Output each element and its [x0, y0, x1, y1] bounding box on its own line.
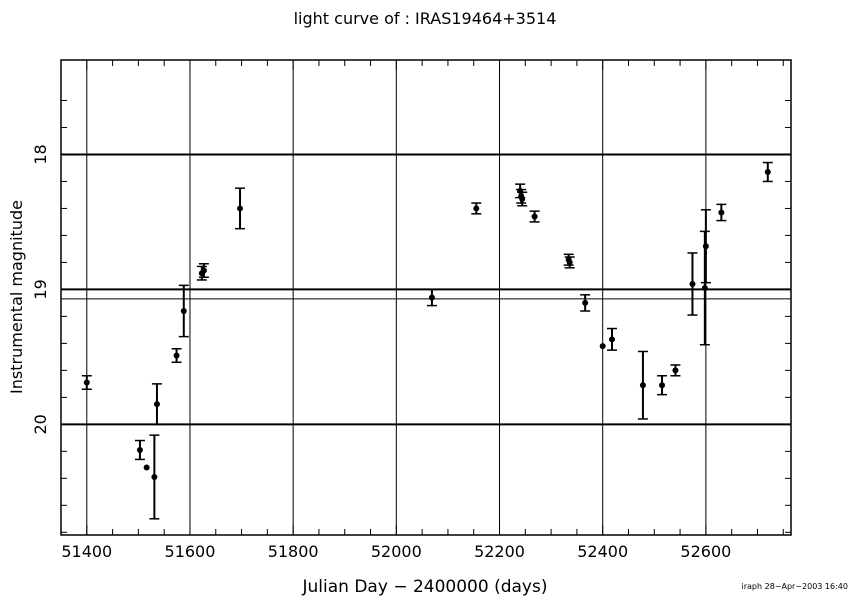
data-point [672, 367, 679, 374]
plot-frame [60, 59, 792, 536]
y-tick-label: 18 [31, 144, 50, 164]
data-point [531, 213, 538, 220]
marks-layer [81, 161, 773, 520]
grid-layer [61, 60, 791, 535]
data-point [153, 401, 160, 408]
data-point [136, 446, 143, 453]
data-point [764, 169, 771, 176]
data-point [566, 259, 573, 266]
chart-title: light curve of : IRAS19464+3514 [294, 9, 557, 28]
data-point [143, 464, 150, 471]
ticks-layer: 51400 51600 51800 52000 52200 52400 52600 18 19 2… [31, 60, 791, 561]
data-point [473, 205, 480, 212]
footer-note: iraph 28−Apr−2003 16:40 [742, 582, 849, 591]
y-tick-label: 19 [31, 279, 50, 299]
data-point [701, 285, 708, 292]
data-point [718, 209, 725, 216]
data-point [180, 307, 187, 314]
y-tick-label: 20 [31, 414, 50, 434]
data-point [702, 243, 709, 250]
x-tick-label: 52200 [474, 542, 525, 561]
y-axis-label: Instrumental magnitude [7, 200, 26, 394]
x-tick-label: 52400 [577, 542, 628, 561]
x-tick-label: 52000 [371, 542, 422, 561]
data-point [83, 379, 90, 386]
data-point [237, 205, 244, 212]
x-tick-label: 52600 [680, 542, 731, 561]
x-axis-label: Julian Day − 2400000 (days) [302, 577, 548, 596]
data-point [200, 267, 207, 274]
x-tick-label: 51400 [61, 542, 112, 561]
data-point [639, 382, 646, 389]
data-point [173, 352, 180, 359]
data-point [151, 473, 158, 480]
x-tick-label: 51600 [165, 542, 216, 561]
data-point [428, 294, 435, 301]
data-point [689, 281, 696, 288]
data-point [519, 195, 526, 202]
x-tick-label: 51800 [268, 542, 319, 561]
data-point [582, 299, 589, 306]
data-point [608, 336, 615, 343]
data-point [659, 382, 666, 389]
data-point [599, 343, 606, 350]
